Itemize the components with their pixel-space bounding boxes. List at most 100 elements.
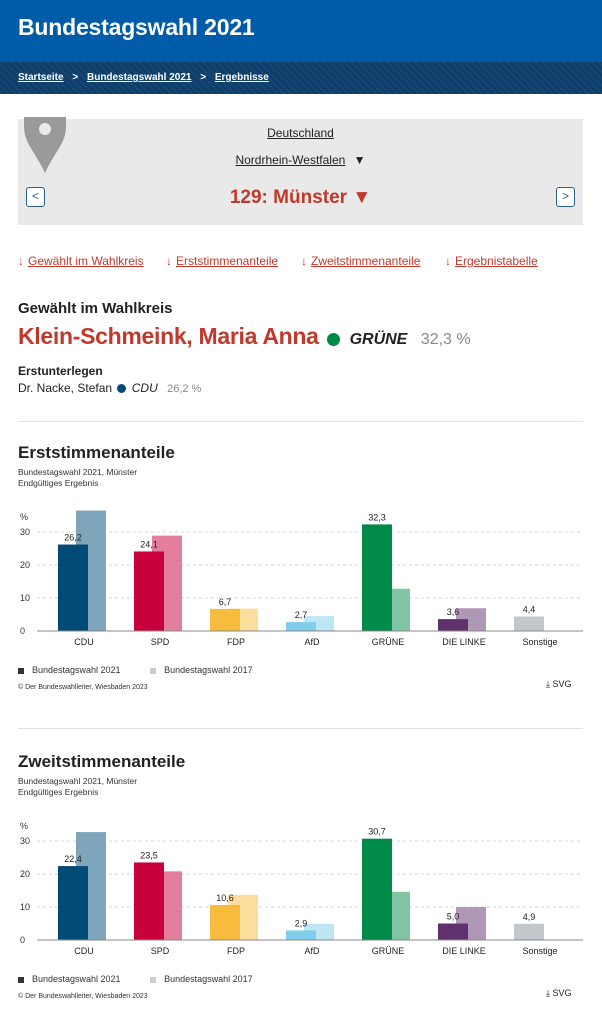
chart-title: Erststimmenanteile bbox=[18, 443, 175, 462]
anchor-first-votes[interactable]: ↓ Erststimmenanteile bbox=[166, 254, 278, 268]
anchor-label: Gewählt im Wahlkreis bbox=[28, 254, 144, 268]
svg-download-label: SVG bbox=[552, 679, 572, 689]
party-color-dot bbox=[327, 333, 341, 347]
runner-up-party: CDU bbox=[131, 381, 158, 395]
y-tick-label: 20 bbox=[20, 560, 30, 570]
download-icon: ⤓ bbox=[546, 679, 550, 689]
chevron-down-icon: ▼ bbox=[353, 153, 366, 167]
x-category-label: DIE LINKE bbox=[442, 637, 486, 647]
legend-label-2017: Bundestagswahl 2017 bbox=[164, 665, 253, 675]
anchor-label: Erststimmenanteile bbox=[176, 254, 279, 268]
next-district-button[interactable]: > bbox=[556, 187, 575, 207]
breadcrumb-link-election[interactable]: Bundestagswahl 2021 bbox=[86, 72, 192, 83]
anchor-label: Ergebnistabelle bbox=[455, 254, 538, 268]
page-title: Bundestagswahl 2021 bbox=[18, 14, 255, 40]
previous-district-button[interactable]: < bbox=[26, 187, 45, 207]
x-category-label: GRÜNE bbox=[372, 637, 405, 647]
bar-value-label: 24,1 bbox=[140, 539, 158, 549]
x-category-label: Sonstige bbox=[522, 637, 557, 647]
x-category-label: AfD bbox=[304, 946, 320, 956]
bar-2021 bbox=[286, 930, 316, 940]
chart-subtitle: Bundestagswahl 2021, Münster bbox=[18, 467, 138, 477]
breadcrumb-link-home[interactable]: Startseite bbox=[18, 72, 64, 83]
x-category-label: CDU bbox=[74, 637, 94, 647]
y-tick-label: 10 bbox=[20, 593, 30, 603]
x-category-label: SPD bbox=[151, 637, 170, 647]
anchor-elected[interactable]: ↓ Gewählt im Wahlkreis bbox=[18, 254, 144, 268]
state-label: Nordrhein-Westfalen bbox=[235, 153, 346, 167]
bar-2021 bbox=[210, 905, 240, 940]
x-category-label: DIE LINKE bbox=[442, 946, 486, 956]
first-votes-chart: % 0 10 20 30 26,2 CDU 24,1 SPD 6,7 FDP 2,7 AfD 32,3 GR… bbox=[0, 443, 602, 713]
y-tick-label: 30 bbox=[20, 836, 30, 846]
arrow-down-icon: ↓ bbox=[445, 254, 451, 268]
legend-label-2017: Bundestagswahl 2017 bbox=[164, 974, 253, 984]
section-divider bbox=[18, 421, 583, 422]
bar-value-label: 4,4 bbox=[523, 604, 536, 614]
x-category-label: GRÜNE bbox=[372, 946, 405, 956]
state-dropdown[interactable]: Nordrhein-Westfalen ▼ bbox=[18, 153, 583, 167]
y-axis-unit: % bbox=[20, 512, 28, 522]
chart-status: Endgültiges Ergebnis bbox=[18, 478, 99, 488]
chart-legend: Bundestagswahl 2021 Bundestagswahl 2017 bbox=[18, 665, 253, 675]
y-tick-label: 0 bbox=[20, 935, 25, 945]
bar-value-label: 4,9 bbox=[523, 912, 536, 922]
breadcrumb: Startseite > Bundestagswahl 2021 > Ergeb… bbox=[0, 62, 602, 94]
x-category-label: AfD bbox=[304, 637, 320, 647]
arrow-down-icon: ↓ bbox=[166, 254, 172, 268]
bar-2021 bbox=[134, 862, 164, 940]
bar-value-label: 2,9 bbox=[295, 918, 308, 928]
breadcrumb-link-results[interactable]: Ergebnisse bbox=[214, 72, 269, 83]
bar-2021 bbox=[438, 923, 468, 940]
bar-2021 bbox=[286, 622, 316, 631]
chart-title: Zweitstimmenanteile bbox=[18, 752, 186, 771]
section-anchor-nav: ↓ Gewählt im Wahlkreis ↓ Erststimmenanteil… bbox=[18, 254, 588, 270]
bar-value-label: 3,6 bbox=[447, 607, 460, 617]
elected-heading: Gewählt im Wahlkreis bbox=[18, 300, 173, 317]
anchor-label: Zweitstimmenanteile bbox=[311, 254, 421, 268]
bar-value-label: 5,0 bbox=[447, 912, 460, 922]
winner-row: Klein-Schmeink, Maria Anna GRÜNE 32,3 % bbox=[18, 323, 471, 350]
bar-2021 bbox=[134, 551, 164, 631]
region-selector: Deutschland Nordrhein-Westfalen ▼ 129: M… bbox=[18, 117, 583, 225]
winner-party: GRÜNE bbox=[349, 331, 408, 348]
chart-status: Endgültiges Ergebnis bbox=[18, 787, 99, 797]
bar-value-label: 2,7 bbox=[295, 610, 308, 620]
runner-up-percent: 26,2 % bbox=[167, 383, 202, 395]
country-link[interactable]: Deutschland bbox=[267, 126, 334, 140]
bar-chart-svg: % 0 10 20 30 22,4 CDU 23,5 SPD 10,6 FDP 2,9 AfD 30,7 G… bbox=[20, 821, 583, 956]
y-tick-label: 10 bbox=[20, 902, 30, 912]
bar-2021 bbox=[58, 544, 88, 631]
y-tick-label: 30 bbox=[20, 527, 30, 537]
party-color-dot bbox=[117, 384, 127, 394]
anchor-result-table[interactable]: ↓ Ergebnistabelle bbox=[445, 254, 538, 268]
anchor-second-votes[interactable]: ↓ Zweitstimmenanteile bbox=[301, 254, 420, 268]
runner-up-name: Dr. Nacke, Stefan bbox=[18, 381, 113, 395]
x-category-label: SPD bbox=[151, 946, 170, 956]
legend-label-2021: Bundestagswahl 2021 bbox=[32, 974, 121, 984]
svg-download-link[interactable]: ⤓ SVG bbox=[546, 679, 572, 690]
arrow-down-icon: ↓ bbox=[301, 254, 307, 268]
breadcrumb-separator: > bbox=[72, 72, 79, 83]
x-category-label: FDP bbox=[227, 946, 245, 956]
legend-swatch-2017 bbox=[150, 667, 157, 674]
bar-2021 bbox=[438, 619, 468, 631]
site-header: Bundestagswahl 2021 bbox=[0, 0, 602, 62]
bar-2021 bbox=[514, 923, 544, 940]
bar-value-label: 23,5 bbox=[140, 850, 158, 860]
runner-up-heading: Erstunterlegen bbox=[18, 364, 103, 378]
legend-swatch-2017 bbox=[150, 976, 157, 983]
bar-2021 bbox=[514, 616, 544, 631]
x-category-label: FDP bbox=[227, 637, 245, 647]
legend-swatch-2021 bbox=[18, 976, 24, 983]
bar-value-label: 22,4 bbox=[64, 854, 82, 864]
chart-subtitle: Bundestagswahl 2021, Münster bbox=[18, 776, 138, 786]
district-dropdown[interactable]: 129: Münster ▼ bbox=[229, 187, 372, 208]
y-tick-label: 20 bbox=[20, 869, 30, 879]
svg-download-link[interactable]: ⤓ SVG bbox=[546, 988, 572, 999]
legend-label-2021: Bundestagswahl 2021 bbox=[32, 665, 121, 675]
winner-percent: 32,3 % bbox=[420, 331, 471, 348]
runner-up-row: Dr. Nacke, Stefan CDU 26,2 % bbox=[18, 381, 201, 395]
x-category-label: Sonstige bbox=[522, 946, 557, 956]
bar-2021 bbox=[362, 524, 392, 631]
